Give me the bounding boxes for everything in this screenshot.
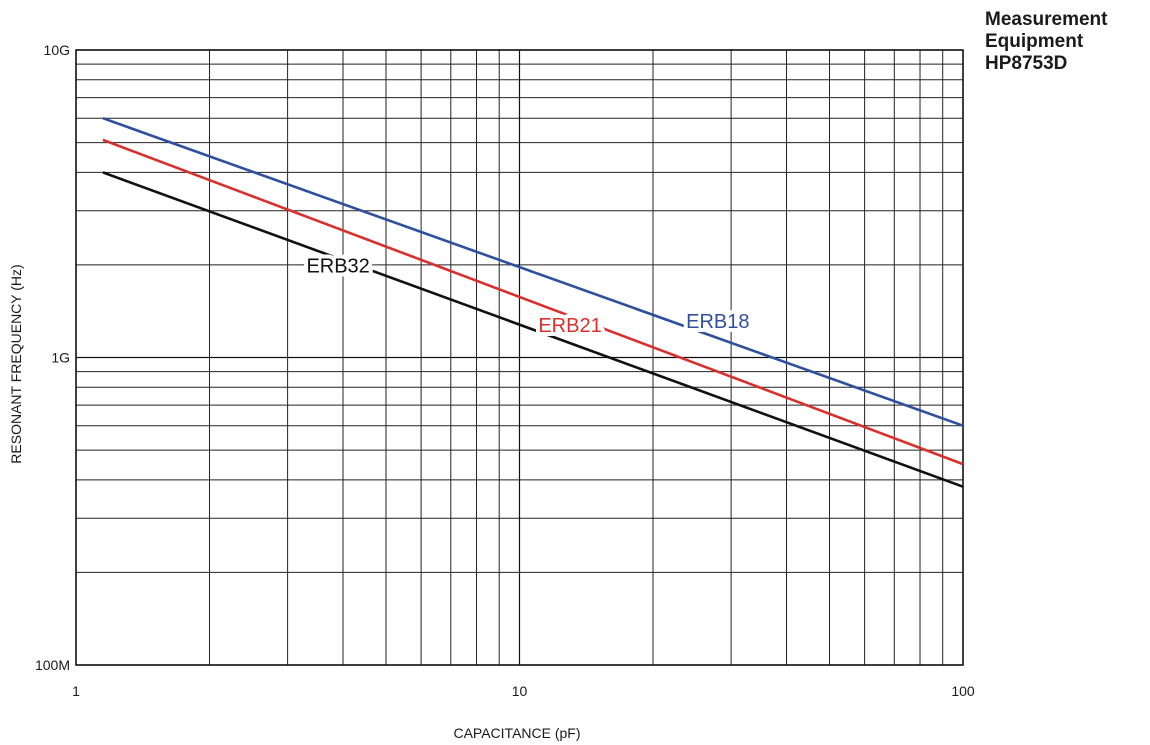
chart-tick-labels: 1 10 100 100M 1G 10G <box>35 42 975 699</box>
series-label-halo: ERB18 <box>686 311 749 333</box>
series-line-erb21 <box>102 138 964 466</box>
series-line-erb32 <box>102 171 964 488</box>
x-tick-label: 1 <box>72 683 80 699</box>
measurement-equipment-note: Measurement Equipment HP8753D <box>985 9 1145 75</box>
series-label-erb21: ERB21 <box>538 315 601 337</box>
y-tick-label: 10G <box>44 42 70 58</box>
series-label-erb32: ERB32 <box>306 255 369 277</box>
series-line-erb18 <box>102 116 964 427</box>
series-label-erb18: ERB18 <box>686 311 749 333</box>
note-line: Measurement <box>985 9 1108 30</box>
chart-series <box>102 116 964 488</box>
chart-grid <box>75 49 964 666</box>
x-axis-title: CAPACITANCE (pF) <box>453 725 580 741</box>
x-tick-label: 10 <box>512 683 528 699</box>
series-label-halo: ERB32 <box>306 255 369 277</box>
y-tick-label: 100M <box>35 657 70 673</box>
x-tick-label: 100 <box>951 683 975 699</box>
plot-frame <box>75 49 964 666</box>
series-label-halo: ERB21 <box>538 315 601 337</box>
note-line: Equipment <box>985 31 1084 52</box>
y-axis-title: RESONANT FREQUENCY (Hz) <box>8 264 24 463</box>
y-tick-label: 1G <box>51 350 70 366</box>
note-line: HP8753D <box>985 53 1068 74</box>
